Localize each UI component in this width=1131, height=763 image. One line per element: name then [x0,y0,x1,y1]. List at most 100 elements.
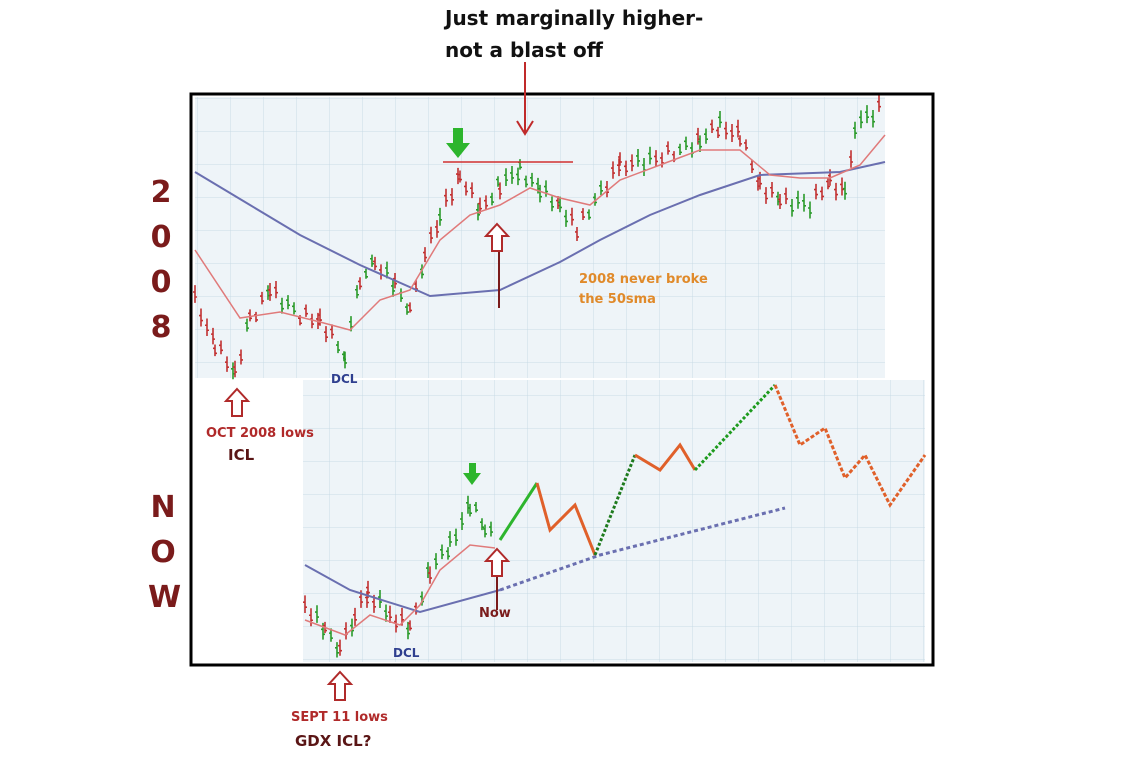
candle [292,302,296,315]
candle [468,503,472,517]
candle [630,154,634,172]
candle [338,639,342,656]
candle [219,340,223,355]
headline: not a blast off [445,38,603,62]
candle [350,618,354,637]
candle [498,182,502,200]
dcl-label: DCL [331,372,358,386]
down-arrow [446,128,470,158]
candle [736,119,740,138]
candle [428,566,432,584]
candle [434,553,438,570]
low-note: SEPT 11 lows [291,710,388,725]
sma-note: 2008 never broke [579,272,708,287]
frame [189,92,935,667]
candle [618,152,622,166]
candle [484,195,488,211]
candle [648,146,652,165]
candle [624,160,628,177]
candle [365,591,369,608]
candle [450,188,454,206]
candle [865,105,869,124]
candle [385,261,389,279]
candle [730,123,734,142]
candle [524,175,528,188]
candle [199,308,203,327]
candle [784,187,788,205]
candle [304,304,308,317]
candle [358,277,362,290]
candle [286,295,290,310]
candle [654,150,658,167]
candle [489,521,493,537]
candle [820,186,824,201]
candle [790,199,794,217]
candle [260,291,264,305]
candle [808,201,812,219]
candle [448,531,452,547]
candle [636,149,640,167]
candle [268,282,272,301]
now-label: Now [479,606,511,621]
candle [446,547,450,560]
down-arrow [463,463,481,485]
candle [391,279,395,297]
candle [435,220,439,238]
candle [684,136,688,150]
candle [849,150,853,168]
candle [764,187,768,204]
candle [483,524,487,538]
candles [193,95,881,658]
candle [406,621,410,640]
candle [853,121,857,139]
candle [611,161,615,179]
candle [504,168,508,187]
candle [193,285,197,303]
candle [373,256,377,271]
candle [336,340,340,354]
candle [550,196,554,212]
candle [280,297,284,314]
candle [248,309,252,322]
candle [464,181,468,196]
candle [213,344,217,357]
sma-note: the 50sma [579,292,656,307]
candle [666,141,670,155]
candle [796,190,800,209]
candle [530,172,534,187]
candle [718,111,722,128]
candle [384,604,388,622]
candle [710,119,714,134]
candle [233,360,237,378]
candle [303,595,307,614]
candle [335,642,339,658]
candle [408,620,412,631]
candle [570,207,574,226]
projection-down [773,384,927,508]
candle [738,135,742,147]
candle [599,180,603,196]
candle [444,188,448,207]
candle [454,528,458,546]
top-sma-short [194,134,886,331]
candle [558,196,562,213]
candle [480,518,484,531]
candle [617,158,621,177]
candle [581,208,585,220]
candle [274,281,278,299]
candle [370,254,374,267]
candle [324,326,328,343]
candle [750,159,754,173]
candle [309,608,313,627]
low-note: OCT 2008 lows [206,426,314,441]
candle [225,356,229,372]
candle [516,167,520,186]
candle [510,165,514,184]
candle [814,183,818,200]
candle [405,303,409,315]
cycle-label: GDX ICL? [295,732,372,750]
projection-up [593,454,637,556]
candle [318,308,322,326]
